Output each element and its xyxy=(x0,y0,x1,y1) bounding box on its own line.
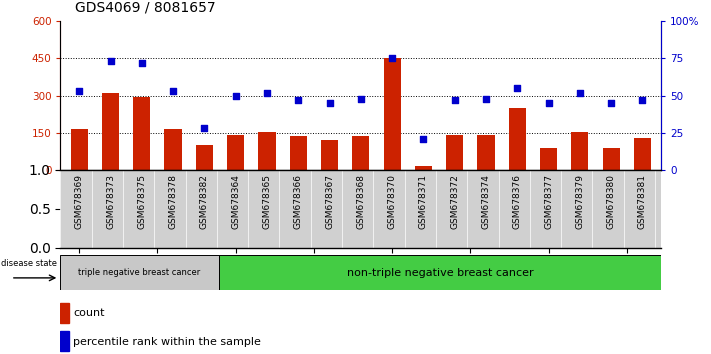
Point xyxy=(387,56,398,61)
Point xyxy=(574,90,586,96)
Bar xyxy=(602,148,620,170)
Bar xyxy=(227,135,245,170)
Text: GSM678375: GSM678375 xyxy=(137,174,146,229)
Text: count: count xyxy=(73,308,105,318)
Bar xyxy=(102,93,119,170)
Point xyxy=(543,100,555,106)
Text: GSM678367: GSM678367 xyxy=(325,174,334,229)
Point xyxy=(356,96,367,101)
Bar xyxy=(60,331,70,351)
Text: GSM678373: GSM678373 xyxy=(106,174,115,229)
Bar xyxy=(321,140,338,170)
FancyBboxPatch shape xyxy=(218,255,661,290)
FancyBboxPatch shape xyxy=(60,255,218,290)
Text: GSM678371: GSM678371 xyxy=(419,174,428,229)
Bar xyxy=(164,129,182,170)
Point xyxy=(324,100,335,106)
Text: triple negative breast cancer: triple negative breast cancer xyxy=(78,268,201,277)
Bar xyxy=(289,136,307,170)
Text: GSM678377: GSM678377 xyxy=(544,174,553,229)
Point xyxy=(105,58,116,64)
Text: GSM678365: GSM678365 xyxy=(262,174,272,229)
Point xyxy=(261,90,272,96)
Text: GSM678376: GSM678376 xyxy=(513,174,522,229)
Bar xyxy=(477,135,495,170)
Bar xyxy=(415,166,432,170)
Text: GSM678381: GSM678381 xyxy=(638,174,647,229)
Point xyxy=(449,97,461,103)
Text: GSM678370: GSM678370 xyxy=(387,174,397,229)
Bar xyxy=(258,131,276,170)
Point xyxy=(230,93,241,98)
Bar xyxy=(133,97,151,170)
Text: GSM678368: GSM678368 xyxy=(356,174,365,229)
Point xyxy=(637,97,648,103)
Bar xyxy=(383,58,401,170)
Point xyxy=(198,125,210,131)
Point xyxy=(418,136,429,142)
Text: GDS4069 / 8081657: GDS4069 / 8081657 xyxy=(75,0,215,14)
Bar xyxy=(70,129,88,170)
Text: GSM678379: GSM678379 xyxy=(575,174,584,229)
Bar xyxy=(196,145,213,170)
Bar xyxy=(571,131,589,170)
Point xyxy=(292,97,304,103)
Bar xyxy=(540,148,557,170)
Text: GSM678382: GSM678382 xyxy=(200,174,209,229)
Text: GSM678378: GSM678378 xyxy=(169,174,178,229)
Point xyxy=(606,100,617,106)
Bar xyxy=(508,108,526,170)
Text: GSM678369: GSM678369 xyxy=(75,174,84,229)
Point xyxy=(512,85,523,91)
Text: GSM678366: GSM678366 xyxy=(294,174,303,229)
Text: GSM678372: GSM678372 xyxy=(450,174,459,229)
Point xyxy=(73,88,85,94)
Bar xyxy=(60,303,70,323)
Text: GSM678364: GSM678364 xyxy=(231,174,240,229)
Text: GSM678374: GSM678374 xyxy=(481,174,491,229)
Text: GSM678380: GSM678380 xyxy=(606,174,616,229)
Text: non-triple negative breast cancer: non-triple negative breast cancer xyxy=(346,268,533,278)
Bar xyxy=(352,136,370,170)
Text: disease state: disease state xyxy=(1,259,57,268)
Point xyxy=(167,88,178,94)
Text: percentile rank within the sample: percentile rank within the sample xyxy=(73,337,261,347)
Bar xyxy=(634,138,651,170)
Bar xyxy=(446,135,464,170)
Point xyxy=(481,96,492,101)
Point xyxy=(136,60,147,66)
